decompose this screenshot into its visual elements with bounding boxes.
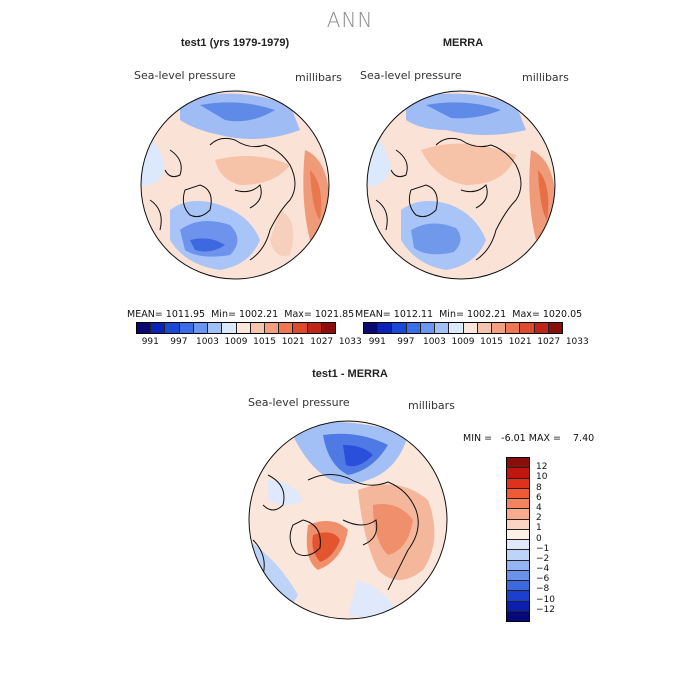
colorbar-tick-label: 10 bbox=[536, 472, 548, 483]
colorbar-tick-label: 997 bbox=[170, 337, 188, 347]
colorbar-swatch bbox=[507, 509, 529, 520]
colorbar-tick-label: 0 bbox=[536, 533, 542, 544]
colorbar-swatch bbox=[534, 323, 549, 333]
panel1-units-label: millibars bbox=[295, 71, 342, 84]
colorbar-swatch bbox=[378, 323, 393, 333]
colorbar-tick-label: 991 bbox=[368, 337, 386, 347]
panel2-stats: MEAN= 1012.11 Min= 1002.21 Max= 1020.05 bbox=[355, 309, 583, 320]
colorbar-swatch bbox=[137, 323, 152, 333]
panel2-units-label: millibars bbox=[522, 71, 569, 84]
colorbar-swatch bbox=[364, 323, 379, 333]
colorbar-swatch bbox=[208, 323, 223, 333]
colorbar-swatch bbox=[520, 323, 535, 333]
colorbar-swatch bbox=[435, 323, 450, 333]
colorbar-swatch bbox=[507, 611, 529, 621]
colorbar-swatch bbox=[507, 458, 529, 469]
colorbar-tick-label: 997 bbox=[397, 337, 415, 347]
colorbar-tick-label: 1021 bbox=[508, 337, 532, 347]
panel3-variable-label: Sea-level pressure bbox=[248, 396, 350, 409]
colorbar-swatch bbox=[293, 323, 308, 333]
colorbar-tick-label: −12 bbox=[536, 604, 555, 615]
colorbar-swatch bbox=[507, 478, 529, 489]
colorbar-swatch bbox=[507, 519, 529, 530]
panel2-title: MERRA bbox=[442, 37, 484, 49]
panel2-polar-map bbox=[366, 90, 556, 280]
colorbar-tick-label: 1003 bbox=[195, 337, 219, 347]
colorbar-swatch bbox=[507, 601, 529, 612]
colorbar-swatch bbox=[507, 560, 529, 571]
colorbar-tick-label: 4 bbox=[536, 502, 542, 513]
colorbar-swatch bbox=[406, 323, 421, 333]
colorbar-swatch bbox=[222, 323, 237, 333]
colorbar-swatch bbox=[307, 323, 322, 333]
panel3-colorbar: 12 10 8 6 4 2 1 0 −1 −2 −4 −6 −8 −10 −12 bbox=[506, 457, 566, 622]
colorbar-tick-label: −1 bbox=[536, 543, 550, 554]
colorbar-swatch bbox=[506, 323, 521, 333]
colorbar-tick-label: 1003 bbox=[422, 337, 446, 347]
colorbar-swatch bbox=[548, 323, 563, 333]
colorbar-swatch bbox=[236, 323, 251, 333]
colorbar-tick-label: 2 bbox=[536, 513, 542, 524]
colorbar-swatch bbox=[507, 529, 529, 540]
colorbar-tick-label: 1015 bbox=[480, 337, 504, 347]
colorbar-tick-label: 1009 bbox=[451, 337, 475, 347]
panel2-variable-label: Sea-level pressure bbox=[360, 69, 462, 82]
panel1-title: test1 (yrs 1979-1979) bbox=[180, 37, 290, 49]
panel1-colorbar: 991 997 1003 1009 1015 1021 1027 1033 bbox=[136, 322, 362, 349]
colorbar-swatch bbox=[264, 323, 280, 333]
colorbar-swatch bbox=[193, 323, 209, 333]
colorbar-tick-label: 1027 bbox=[537, 337, 561, 347]
colorbar-swatch bbox=[477, 323, 492, 333]
colorbar-swatch bbox=[449, 323, 464, 333]
colorbar-swatch bbox=[491, 323, 507, 333]
colorbar-swatch bbox=[420, 323, 436, 333]
panel1-variable-label: Sea-level pressure bbox=[134, 69, 236, 82]
colorbar-swatch bbox=[507, 540, 529, 551]
colorbar-tick-label: 1009 bbox=[224, 337, 248, 347]
colorbar-swatch bbox=[507, 468, 529, 479]
panel1-stats: MEAN= 1011.95 Min= 1002.21 Max= 1021.85 bbox=[127, 309, 355, 320]
colorbar-tick-label: 6 bbox=[536, 492, 542, 503]
panel3-title: test1 - MERRA bbox=[312, 368, 388, 380]
colorbar-swatch bbox=[165, 323, 180, 333]
colorbar-tick-label: 1033 bbox=[338, 337, 362, 347]
colorbar-swatch bbox=[507, 581, 529, 592]
colorbar-tick-label: 8 bbox=[536, 482, 542, 493]
colorbar-swatch bbox=[507, 550, 529, 561]
colorbar-tick-label: 12 bbox=[536, 462, 548, 473]
colorbar-tick-label: −6 bbox=[536, 574, 550, 585]
colorbar-tick-label: 1021 bbox=[281, 337, 305, 347]
colorbar-tick-label: −4 bbox=[536, 564, 550, 575]
colorbar-swatch bbox=[279, 323, 294, 333]
colorbar-swatch bbox=[507, 488, 529, 499]
colorbar-tick-label: 1027 bbox=[310, 337, 334, 347]
panel3-units-label: millibars bbox=[408, 399, 455, 412]
plot-main-title: ANN bbox=[326, 8, 374, 32]
colorbar-swatch bbox=[321, 323, 336, 333]
colorbar-tick-label: −2 bbox=[536, 553, 550, 564]
colorbar-swatch bbox=[179, 323, 194, 333]
colorbar-swatch bbox=[463, 323, 478, 333]
colorbar-swatch bbox=[151, 323, 166, 333]
colorbar-swatch bbox=[507, 499, 529, 510]
colorbar-tick-label: 1033 bbox=[565, 337, 589, 347]
panel2-colorbar: 991 997 1003 1009 1015 1021 1027 1033 bbox=[363, 322, 589, 349]
colorbar-swatch bbox=[507, 591, 529, 602]
colorbar-swatch bbox=[250, 323, 265, 333]
colorbar-swatch bbox=[507, 570, 529, 581]
panel3-stats: MIN = -6.01 MAX = 7.40 bbox=[463, 433, 595, 444]
colorbar-swatch bbox=[392, 323, 407, 333]
colorbar-tick-label: 1 bbox=[536, 523, 542, 534]
colorbar-tick-label: 1015 bbox=[253, 337, 277, 347]
panel1-polar-map bbox=[140, 90, 330, 280]
colorbar-tick-label: 991 bbox=[141, 337, 159, 347]
panel3-polar-map bbox=[248, 420, 448, 620]
colorbar-tick-label: −10 bbox=[536, 594, 555, 605]
colorbar-tick-label: −8 bbox=[536, 584, 550, 595]
